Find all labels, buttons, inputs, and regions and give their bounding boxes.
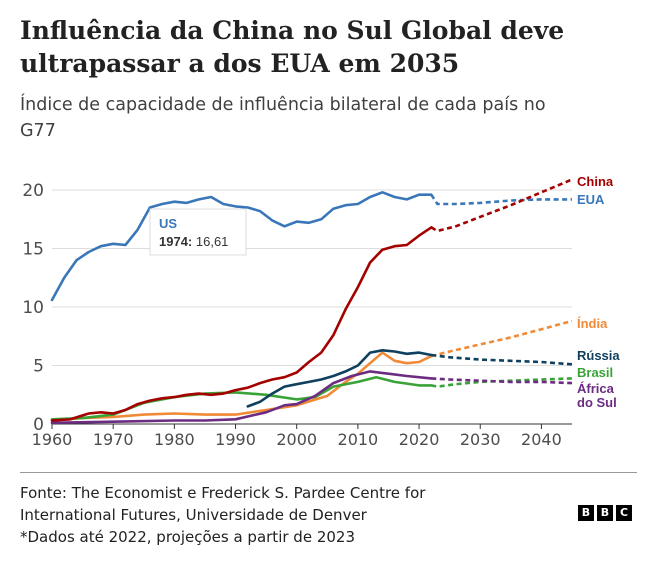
x-tick-label: 1980 — [154, 430, 195, 449]
footer-source-line-2: International Futures, Universidade de D… — [20, 506, 367, 524]
bbc-logo: B B C — [578, 505, 632, 521]
china-line — [50, 226, 433, 422]
footer-divider — [20, 472, 637, 473]
russia-label: Rússia — [577, 348, 620, 363]
footer-source-line-1: Fonte: The Economist e Frederick S. Pard… — [20, 484, 426, 502]
brasil-projection-line — [431, 377, 573, 388]
subtitle-line-1: Índice de capacidade de influência bilat… — [20, 95, 546, 115]
x-tick-label: 2030 — [460, 430, 501, 449]
india-projection-line — [430, 319, 573, 358]
india-label: Índia — [577, 316, 608, 331]
x-tick-label: 2020 — [399, 430, 440, 449]
chart-title: Influência da China no Sul Global deve u… — [20, 14, 640, 80]
india-line — [50, 351, 433, 422]
x-tick-label: 2040 — [521, 430, 562, 449]
title-line-1: Influência da China no Sul Global deve — [20, 16, 565, 45]
bbc-logo-letter: B — [597, 505, 613, 521]
tooltip-box — [149, 208, 247, 256]
africa-do-sul-label: do Sul — [577, 395, 617, 410]
y-tick-label: 20 — [22, 181, 44, 201]
footer-note: *Dados até 2022, projeções a partir de 2… — [20, 528, 355, 546]
x-tick-label: 1960 — [32, 430, 73, 449]
y-tick-label: 0 — [33, 415, 44, 435]
china-label: China — [577, 174, 614, 189]
africa-do-sul-line — [50, 370, 433, 425]
africa-do-sul-projection-line — [431, 377, 573, 385]
title-line-2: ultrapassar a dos EUA em 2035 — [20, 49, 460, 78]
bbc-logo-letter: B — [578, 505, 594, 521]
y-tick-label: 10 — [22, 298, 44, 318]
y-tick-label: 15 — [22, 240, 44, 260]
eua-line — [50, 191, 433, 302]
x-tick-label: 1970 — [93, 430, 134, 449]
tooltip-year: 1974: — [159, 234, 196, 249]
russia-projection-line — [431, 353, 573, 366]
tooltip-number: 16,61 — [196, 234, 229, 249]
china-projection-line — [430, 178, 573, 233]
y-tick-label: 5 — [33, 357, 44, 377]
africa-do-sul-label: África — [577, 381, 615, 396]
russia-line — [246, 349, 433, 408]
tooltip-series: US — [159, 216, 177, 231]
x-tick-label: 2000 — [276, 430, 317, 449]
eua-projection-line — [430, 193, 572, 206]
eua-label: EUA — [577, 192, 605, 207]
x-tick-label: 1990 — [215, 430, 256, 449]
chart-subtitle: Índice de capacidade de influência bilat… — [20, 92, 640, 144]
bbc-logo-letter: C — [616, 505, 632, 521]
tooltip-value: 1974: 16,61 — [159, 234, 228, 249]
source-footer: Fonte: The Economist e Frederick S. Pard… — [20, 482, 540, 548]
brasil-label: Brasil — [577, 365, 613, 380]
line-chart: 0 5 10 15 20 1960 1970 1980 1990 2000 2010 2020 2030… — [22, 174, 620, 449]
subtitle-line-2: G77 — [20, 121, 56, 141]
x-tick-label: 2010 — [338, 430, 379, 449]
